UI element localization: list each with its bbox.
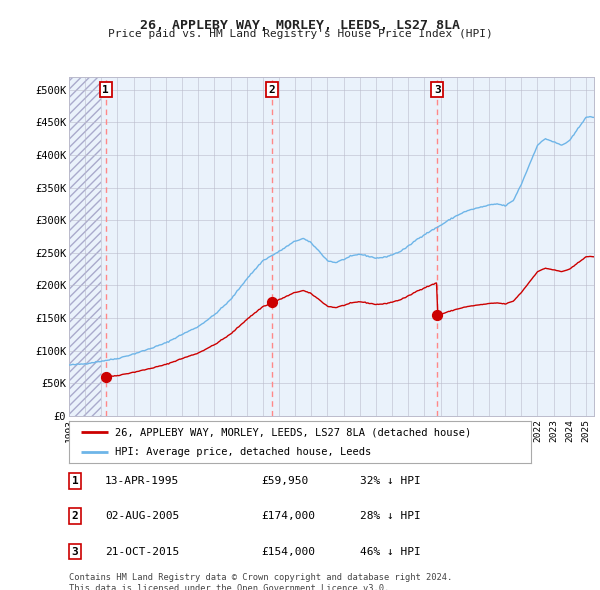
Text: Contains HM Land Registry data © Crown copyright and database right 2024.
This d: Contains HM Land Registry data © Crown c…: [69, 573, 452, 590]
Text: 2: 2: [71, 512, 79, 521]
Text: 26, APPLEBY WAY, MORLEY, LEEDS, LS27 8LA (detached house): 26, APPLEBY WAY, MORLEY, LEEDS, LS27 8LA…: [115, 427, 472, 437]
Text: £59,950: £59,950: [261, 476, 308, 486]
Point: [101, 372, 110, 382]
Text: 21-OCT-2015: 21-OCT-2015: [105, 547, 179, 556]
Point: [268, 298, 277, 307]
Text: 13-APR-1995: 13-APR-1995: [105, 476, 179, 486]
Text: 3: 3: [434, 84, 440, 94]
Text: 02-AUG-2005: 02-AUG-2005: [105, 512, 179, 521]
Text: 1: 1: [71, 476, 79, 486]
Bar: [69, 77, 101, 416]
Text: 2: 2: [269, 84, 275, 94]
Text: £174,000: £174,000: [261, 512, 315, 521]
Text: £154,000: £154,000: [261, 547, 315, 556]
Text: 32% ↓ HPI: 32% ↓ HPI: [360, 476, 421, 486]
Point: [433, 311, 442, 320]
Text: HPI: Average price, detached house, Leeds: HPI: Average price, detached house, Leed…: [115, 447, 371, 457]
Text: 3: 3: [71, 547, 79, 556]
Text: 46% ↓ HPI: 46% ↓ HPI: [360, 547, 421, 556]
Text: 28% ↓ HPI: 28% ↓ HPI: [360, 512, 421, 521]
Text: Price paid vs. HM Land Registry's House Price Index (HPI): Price paid vs. HM Land Registry's House …: [107, 29, 493, 39]
Text: 1: 1: [103, 84, 109, 94]
Text: 26, APPLEBY WAY, MORLEY, LEEDS, LS27 8LA: 26, APPLEBY WAY, MORLEY, LEEDS, LS27 8LA: [140, 19, 460, 32]
